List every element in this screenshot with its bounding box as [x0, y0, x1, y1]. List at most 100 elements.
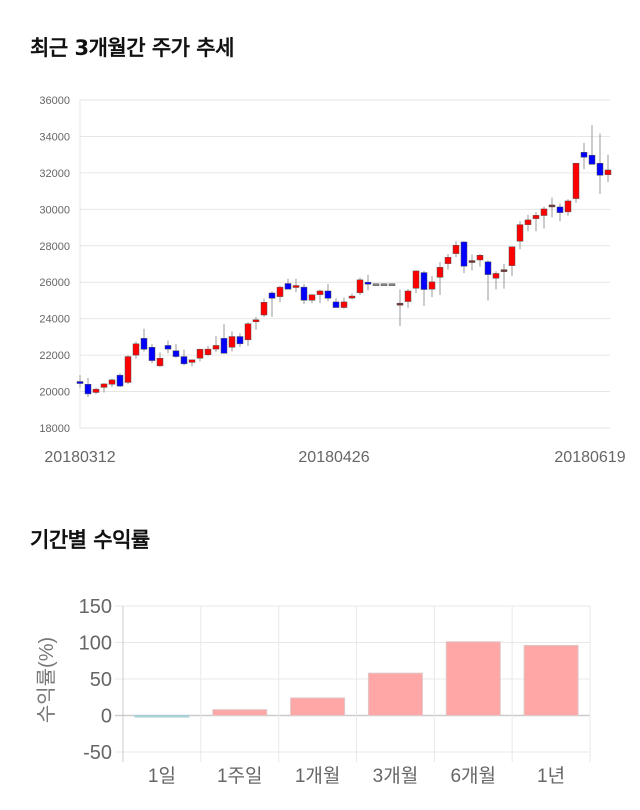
return-bar: [290, 697, 346, 716]
y-tick-label: 22000: [39, 350, 70, 362]
candle-body: [204, 348, 212, 355]
candle-body: [340, 301, 348, 308]
candle: [492, 271, 500, 290]
y-tick-label: 28000: [39, 241, 70, 253]
candle-body: [180, 356, 188, 365]
candle-body: [604, 169, 612, 175]
candle-body: [412, 270, 420, 289]
return-bar: [367, 672, 423, 716]
candle-body: [156, 357, 164, 367]
candle: [404, 289, 412, 308]
candle-body: [348, 295, 356, 299]
x-tick-label: 20180426: [298, 449, 369, 466]
candle: [436, 262, 444, 295]
candle-body: [556, 206, 564, 213]
candle: [300, 284, 308, 305]
candle-body: [84, 384, 92, 395]
candle-body: [508, 246, 516, 266]
x-tick-label: 20180619: [554, 449, 625, 466]
candle-body: [292, 285, 300, 288]
y-tick-label: 20000: [39, 387, 70, 399]
candle: [316, 289, 324, 304]
candle: [548, 197, 556, 218]
candle: [108, 378, 116, 387]
candle-body: [452, 244, 460, 254]
candle: [444, 253, 452, 270]
candle: [164, 340, 172, 354]
candle: [268, 291, 276, 317]
candle-body: [436, 267, 444, 278]
candle-body: [492, 273, 500, 279]
candle: [524, 214, 532, 232]
candle-body: [220, 338, 228, 354]
candle-body: [356, 279, 364, 294]
candle: [252, 316, 260, 330]
candle: [140, 328, 148, 352]
candle: [172, 344, 180, 358]
y-tick-label: 36000: [39, 95, 70, 107]
y-tick-label: 26000: [39, 277, 70, 289]
candle-body: [524, 219, 532, 225]
candle: [204, 346, 212, 357]
candle: [292, 278, 300, 293]
y-tick-label: 50: [90, 669, 112, 691]
candle: [452, 241, 460, 258]
candle: [604, 154, 612, 182]
candle-body: [100, 383, 108, 388]
return-bar: [445, 641, 501, 717]
candle-body: [516, 224, 524, 242]
candle: [124, 355, 132, 385]
candle: [508, 246, 516, 277]
candle: [356, 277, 364, 295]
candlestick-chart: 18000 20000 22000 24000 26000 28000 30000 32000…: [39, 95, 625, 466]
candle-body: [196, 349, 204, 359]
candle-body: [164, 345, 172, 350]
candle: [380, 283, 388, 286]
candle: [156, 352, 164, 367]
candle: [396, 289, 404, 326]
candle: [180, 349, 188, 366]
candle-body: [588, 154, 596, 165]
candle-body: [324, 290, 332, 299]
stock-trend-title: 최근 3개월간 주가 추세: [30, 36, 234, 60]
candle-body: [404, 290, 412, 302]
candle-body: [276, 286, 284, 297]
candle-body: [596, 162, 604, 176]
candle-body: [124, 356, 132, 383]
candle-body: [500, 269, 508, 272]
return-bar: [134, 715, 190, 718]
x-tick-label: 1개월: [295, 765, 341, 787]
candle-body: [372, 283, 380, 286]
candle: [188, 359, 196, 367]
candle: [500, 264, 508, 289]
y-tick-label: 0: [101, 706, 112, 728]
candle: [276, 285, 284, 303]
candle-body: [388, 283, 396, 286]
candle-body: [540, 208, 548, 216]
candle: [220, 324, 228, 354]
candle-body: [300, 286, 308, 301]
candle-body: [244, 323, 252, 341]
return-bar: [523, 644, 579, 716]
candle-body: [420, 272, 428, 290]
candle: [388, 283, 396, 286]
y-tick-label: 18000: [39, 423, 70, 435]
candle: [148, 344, 156, 364]
candle-body: [428, 281, 436, 290]
candle-body: [460, 241, 468, 267]
candle-body: [92, 388, 100, 393]
candle: [484, 260, 492, 301]
candle-body: [132, 343, 140, 356]
candle: [100, 383, 108, 393]
candle-body: [332, 301, 340, 308]
candle-body: [548, 204, 556, 208]
y-tick-label: 34000: [39, 131, 70, 143]
candle-body: [580, 152, 588, 158]
candle-body: [316, 290, 324, 295]
candle: [412, 270, 420, 294]
y-tick-label: 24000: [39, 314, 70, 326]
candle-body: [236, 336, 244, 345]
candle: [260, 298, 268, 317]
candle-body: [476, 255, 484, 261]
candle-body: [284, 283, 292, 290]
